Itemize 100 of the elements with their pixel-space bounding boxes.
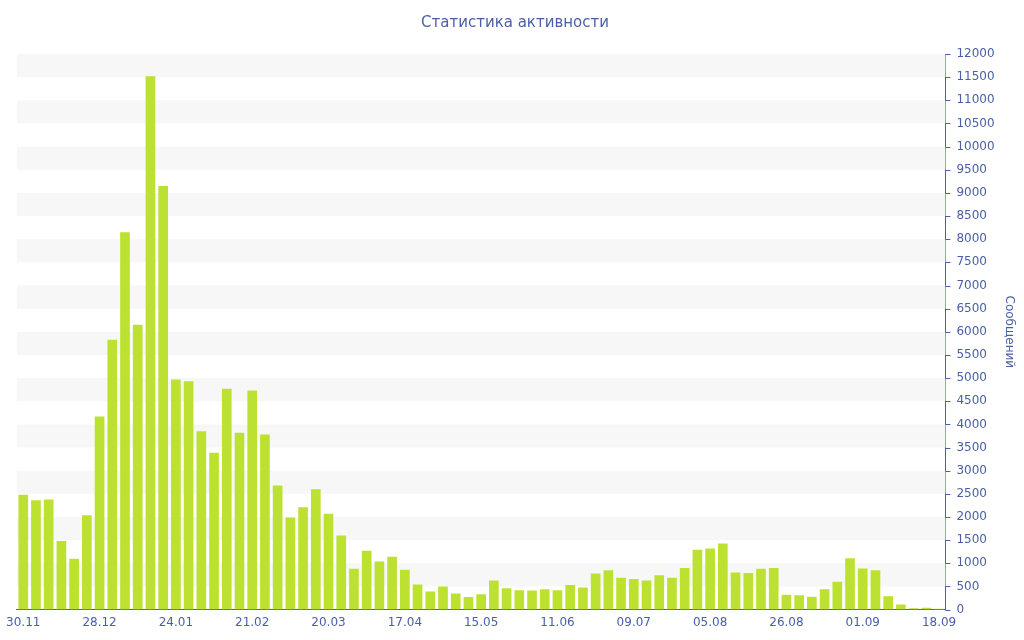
bar — [628, 579, 639, 610]
bar — [450, 593, 461, 610]
x-tick-label: 18.09 — [921, 614, 957, 629]
bar — [819, 589, 830, 610]
bar — [132, 324, 143, 610]
bar — [247, 390, 258, 610]
x-tick-label: 17.04 — [387, 614, 423, 629]
bar — [234, 432, 245, 610]
bar — [552, 590, 563, 610]
x-tick-label: 05.08 — [692, 614, 728, 629]
bar — [120, 232, 130, 610]
bar — [476, 594, 486, 610]
x-tick-label: 20.03 — [311, 614, 346, 629]
bar — [298, 507, 308, 610]
x-tick-label: 28.12 — [82, 614, 117, 629]
bar — [361, 550, 372, 610]
y-tick-label: 5500 — [956, 347, 987, 362]
bar — [857, 568, 868, 610]
y-tick-label: 7000 — [956, 277, 987, 292]
bar — [196, 431, 207, 610]
bar — [336, 535, 347, 610]
x-tick-label: 01.09 — [845, 614, 880, 629]
bar — [56, 541, 67, 610]
bar — [260, 434, 270, 610]
bar — [705, 548, 715, 610]
y-tick-label: 6500 — [956, 300, 987, 315]
bar — [221, 388, 232, 610]
bar — [209, 452, 219, 610]
bar — [183, 381, 194, 610]
bar — [794, 595, 804, 610]
y-tick-label: 4500 — [956, 393, 987, 408]
x-tick-label: 11.06 — [540, 614, 575, 629]
bar — [845, 558, 855, 610]
bar — [69, 558, 79, 610]
bar — [539, 589, 550, 610]
bar — [514, 590, 525, 610]
bar — [18, 494, 29, 610]
y-tick-label: 8500 — [956, 208, 987, 223]
bar — [400, 569, 410, 610]
bar — [387, 556, 397, 610]
bar — [578, 587, 588, 610]
bar — [692, 549, 703, 610]
bar — [438, 586, 448, 610]
y-tick-label: 1000 — [956, 555, 987, 570]
bar — [870, 570, 881, 610]
y-tick-label: 9500 — [956, 161, 987, 176]
bar — [501, 588, 512, 610]
y-tick-label: 4000 — [956, 416, 987, 431]
y-tick-label: 6000 — [956, 323, 987, 338]
bar — [489, 580, 499, 610]
x-tick-label: 15.05 — [463, 614, 499, 629]
bar — [832, 581, 843, 610]
y-tick-label: 9000 — [956, 185, 987, 200]
bar — [171, 379, 181, 610]
bar — [94, 416, 105, 610]
y-tick-label: 2500 — [956, 485, 987, 500]
y-tick-label: 1500 — [956, 532, 987, 547]
y-tick-label: 10000 — [956, 138, 995, 153]
bar — [743, 573, 754, 610]
bar — [145, 76, 156, 610]
bar — [31, 500, 41, 610]
bar — [82, 515, 92, 610]
bar — [654, 575, 665, 610]
bar — [603, 570, 614, 610]
y-tick-label: 5000 — [956, 370, 987, 385]
x-tick-label: 24.01 — [158, 614, 194, 629]
bar — [107, 339, 118, 610]
bar — [323, 513, 334, 610]
bar — [425, 591, 436, 610]
bar — [679, 567, 690, 610]
x-tick-label: 21.02 — [235, 614, 270, 629]
bar — [807, 596, 817, 610]
bar — [756, 568, 766, 610]
y-tick-label: 7500 — [956, 254, 987, 269]
bar — [667, 577, 677, 610]
x-tick-label: 09.07 — [616, 614, 651, 629]
bar — [310, 489, 321, 610]
y-tick-label: 3500 — [956, 439, 987, 454]
bar — [527, 590, 537, 610]
y-tick-label: 500 — [956, 578, 980, 593]
y-tick-label: 10500 — [956, 115, 995, 130]
y-tick-label: 2000 — [956, 509, 987, 524]
bar — [730, 572, 741, 610]
y-tick-label: 3000 — [956, 462, 987, 477]
bar — [641, 580, 652, 610]
bar — [374, 561, 385, 610]
bar — [158, 185, 168, 610]
bar — [349, 568, 359, 610]
bar — [616, 577, 626, 610]
y-tick-label: 11500 — [956, 69, 995, 84]
x-tick-label: 26.08 — [769, 614, 804, 629]
bar — [272, 485, 283, 610]
x-tick-label: 30.11 — [6, 614, 41, 629]
bar — [565, 585, 576, 610]
bar — [883, 596, 894, 610]
bar — [718, 543, 728, 610]
chart-title: Статистика активности — [421, 12, 609, 31]
bar — [285, 517, 296, 610]
bar — [43, 499, 54, 610]
y-tick-label: 11000 — [956, 92, 995, 107]
